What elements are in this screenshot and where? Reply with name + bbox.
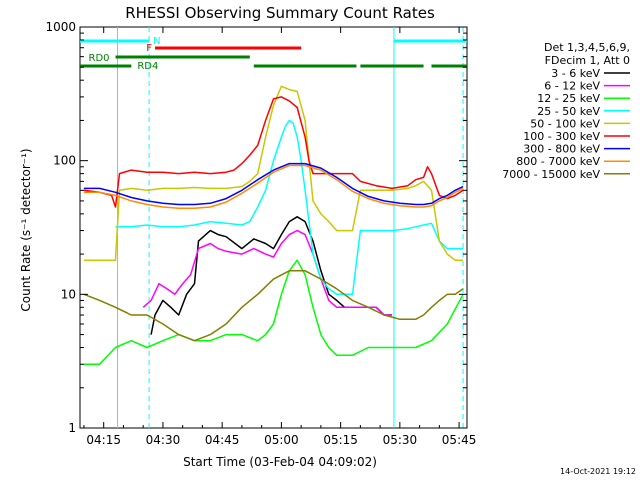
series-line-6 [83,162,464,206]
chart-title: RHESSI Observing Summary Count Rates [125,4,435,22]
flag-label-n: N [153,36,160,47]
x-axis-label: Start Time (03-Feb-04 04:09:02) [183,455,377,469]
legend-entry-label: 50 - 100 keV [530,117,600,130]
series-line-3 [115,119,464,296]
x-tick-label: 04:15 [86,433,121,447]
legend-entry-label: 800 - 7000 keV [516,155,600,168]
series-line-0 [150,216,392,335]
series-line-2 [83,259,464,365]
flag-label-rd4: RD4 [137,61,158,72]
axis-ticks: 04:15 04:30 04:45 05:00 05:15 05:30 05:45 1 10 10… [45,20,476,447]
series-line-4 [83,85,464,261]
legend-entry-label: 7000 - 15000 keV [502,168,600,181]
x-tick-label: 05:15 [323,433,358,447]
x-tick-label: 05:30 [383,433,418,447]
series-line-7 [83,164,464,210]
y-tick-label: 1000 [45,20,76,34]
x-tick-label: 05:45 [442,433,477,447]
legend-header-line-1: Det 1,3,4,5,6,9, [544,41,630,54]
y-tick-label: 1 [68,421,76,435]
series-line-5 [83,96,464,208]
x-tick-label: 05:00 [264,433,299,447]
flag-label-rd0: RD0 [89,53,110,64]
y-tick-label: 10 [61,287,76,301]
legend-entry-label: 3 - 6 keV [551,67,600,80]
legend: Det 1,3,4,5,6,9, FDecim 1, Att 0 3 - 6 k… [502,41,630,181]
x-tick-label: 04:30 [146,433,181,447]
legend-entry-label: 100 - 300 keV [523,130,600,143]
plot-frame [79,26,468,429]
legend-header-line-2: FDecim 1, Att 0 [545,54,630,67]
series-line-1 [142,229,392,316]
legend-entry-label: 25 - 50 keV [537,105,600,118]
timestamp: 14-Oct-2021 19:12 [560,467,636,476]
y-tick-label: 100 [53,154,76,168]
legend-entry-label: 300 - 800 keV [523,143,600,156]
flag-bars: NF RD0 RD4 [80,36,467,72]
series-line-8 [83,270,464,342]
legend-entry-label: 12 - 25 keV [537,92,600,105]
legend-entry-label: 6 - 12 keV [544,80,600,93]
flag-label-f: F [146,43,152,54]
x-tick-label: 04:45 [205,433,240,447]
y-axis-label: Count Rate (s⁻¹ detector⁻¹) [19,148,33,311]
series-layer [83,85,464,365]
